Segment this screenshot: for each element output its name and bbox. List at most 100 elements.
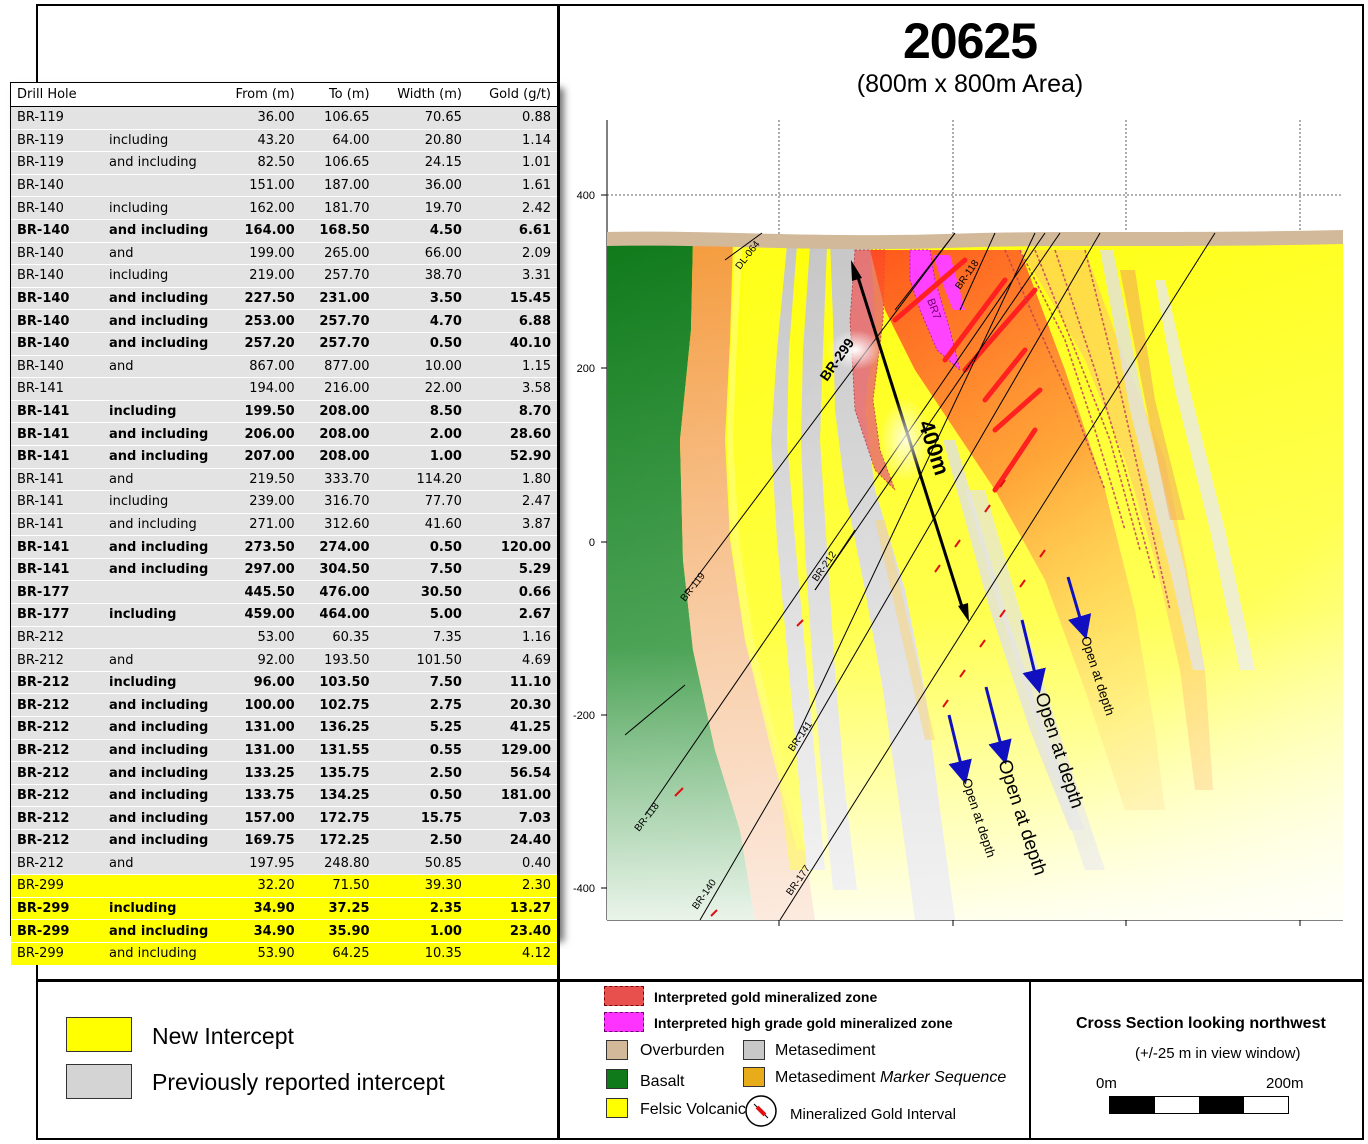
cell-gold: 4.12 — [467, 941, 557, 965]
elev-label-minus-200: -200 — [573, 710, 595, 722]
cell-gold: 6.61 — [467, 218, 557, 243]
cell-note: and including — [103, 422, 215, 446]
table-row: BR-212 and including 100.00 102.75 2.75 20.30 — [11, 693, 557, 717]
cell-from: 194.00 — [215, 377, 301, 401]
cell-to: 877.00 — [300, 354, 376, 378]
cell-gold: 1.80 — [467, 467, 557, 491]
cell-width: 19.70 — [375, 196, 468, 220]
cell-width: 2.00 — [375, 422, 468, 446]
cell-gold: 0.88 — [467, 106, 557, 130]
intercept-table: Drill Hole From (m) To (m) Width (m) Gol… — [11, 83, 557, 965]
cell-gold: 13.27 — [467, 896, 557, 920]
cell-to: 257.70 — [300, 309, 376, 333]
cell-hole: BR-212 — [11, 693, 103, 717]
table-row: BR-141 and 219.50 333.70 114.20 1.80 — [11, 467, 557, 491]
cell-gold: 52.90 — [467, 444, 557, 468]
mineralized-label: Mineralized Gold Interval — [790, 1106, 956, 1123]
table-row: BR-212 and 197.95 248.80 50.85 0.40 — [11, 851, 557, 875]
cell-note: including — [103, 603, 215, 627]
table-row: BR-299 and including 34.90 35.90 1.00 23.40 — [11, 919, 557, 943]
table-row: BR-119 36.00 106.65 70.65 0.88 — [11, 106, 557, 130]
cell-gold: 11.10 — [467, 670, 557, 694]
cell-from: 867.00 — [215, 354, 301, 378]
table-row: BR-140 and 199.00 265.00 66.00 2.09 — [11, 241, 557, 265]
table-row: BR-140 including 162.00 181.70 19.70 2.42 — [11, 196, 557, 220]
scale-seg-3 — [1199, 1097, 1244, 1113]
cell-from: 219.50 — [215, 467, 301, 491]
cell-gold: 20.30 — [467, 693, 557, 717]
cell-note: and including — [103, 309, 215, 333]
metasediment-swatch — [743, 1040, 765, 1060]
col-gold: Gold (g/t) — [467, 83, 557, 107]
cell-hole: BR-141 — [11, 377, 103, 401]
interp-high-label: Interpreted high grade gold mineralized … — [654, 1015, 953, 1031]
table-row: BR-212 and including 131.00 136.25 5.25 41.25 — [11, 716, 557, 740]
table-row: BR-177 including 459.00 464.00 5.00 2.67 — [11, 603, 557, 627]
cell-note: and including — [103, 151, 215, 175]
cell-width: 7.50 — [375, 670, 468, 694]
cell-from: 82.50 — [215, 151, 301, 175]
cell-hole: BR-140 — [11, 331, 103, 356]
cell-gold: 15.45 — [467, 286, 557, 310]
cell-to: 274.00 — [300, 535, 376, 559]
cell-gold: 2.42 — [467, 196, 557, 220]
cell-width: 50.85 — [375, 851, 468, 875]
cell-to: 181.70 — [300, 196, 376, 220]
cell-hole: BR-299 — [11, 874, 103, 898]
new-intercept-label: New Intercept — [152, 1023, 294, 1049]
table-row: BR-140 and including 227.50 231.00 3.50 15.45 — [11, 286, 557, 310]
basalt-label: Basalt — [640, 1073, 685, 1090]
cell-note — [103, 173, 215, 197]
cell-from: 271.00 — [215, 512, 301, 536]
table-row: BR-212 and including 157.00 172.75 15.75 7.03 — [11, 806, 557, 830]
cell-hole: BR-119 — [11, 106, 103, 130]
cell-gold: 1.61 — [467, 173, 557, 197]
cell-hole: BR-177 — [11, 580, 103, 604]
cell-from: 207.00 — [215, 444, 301, 468]
cell-from: 459.00 — [215, 603, 301, 627]
cell-to: 71.50 — [300, 874, 376, 898]
cell-note: and including — [103, 693, 215, 717]
cell-note: and including — [103, 941, 215, 965]
cell-hole: BR-212 — [11, 716, 103, 740]
felsic-label: Felsic Volcanic — [640, 1101, 746, 1118]
scale-seg-2 — [1154, 1097, 1199, 1113]
table-row: BR-141 including 199.50 208.00 8.50 8.70 — [11, 399, 557, 423]
cell-hole: BR-212 — [11, 761, 103, 785]
cell-width: 36.00 — [375, 173, 468, 197]
cell-gold: 2.09 — [467, 241, 557, 265]
cell-to: 333.70 — [300, 467, 376, 491]
cell-to: 106.65 — [300, 151, 376, 175]
elev-label-0: 0 — [589, 537, 595, 549]
table-row: BR-140 including 219.00 257.70 38.70 3.31 — [11, 264, 557, 288]
cell-note: and — [103, 241, 215, 265]
cell-gold: 8.70 — [467, 399, 557, 423]
cell-to: 172.25 — [300, 829, 376, 853]
cell-note — [103, 377, 215, 401]
cell-gold: 28.60 — [467, 422, 557, 446]
horizontal-divider — [36, 979, 1364, 982]
open-at-depth-arrows — [947, 576, 1092, 785]
marker-swatch — [743, 1067, 765, 1087]
cell-gold: 3.58 — [467, 377, 557, 401]
cell-gold: 120.00 — [467, 535, 557, 559]
cell-width: 20.80 — [375, 128, 468, 152]
cell-to: 60.35 — [300, 625, 376, 649]
cell-gold: 3.31 — [467, 264, 557, 288]
table-row: BR-212 and including 169.75 172.25 2.50 24.40 — [11, 829, 557, 853]
cell-hole: BR-140 — [11, 264, 103, 288]
cell-width: 30.50 — [375, 580, 468, 604]
interp-zone-label: Interpreted gold mineralized zone — [654, 989, 878, 1005]
cell-note: and including — [103, 331, 215, 356]
cell-from: 43.20 — [215, 128, 301, 152]
table-row: BR-119 and including 82.50 106.65 24.15 1.01 — [11, 151, 557, 175]
cell-width: 2.50 — [375, 829, 468, 853]
interp-high-swatch — [604, 1012, 644, 1032]
cell-to: 265.00 — [300, 241, 376, 265]
cell-from: 239.00 — [215, 490, 301, 514]
cell-width: 24.15 — [375, 151, 468, 175]
cell-hole: BR-141 — [11, 422, 103, 446]
cell-from: 253.00 — [215, 309, 301, 333]
cell-hole: BR-141 — [11, 512, 103, 536]
cell-hole: BR-177 — [11, 603, 103, 627]
